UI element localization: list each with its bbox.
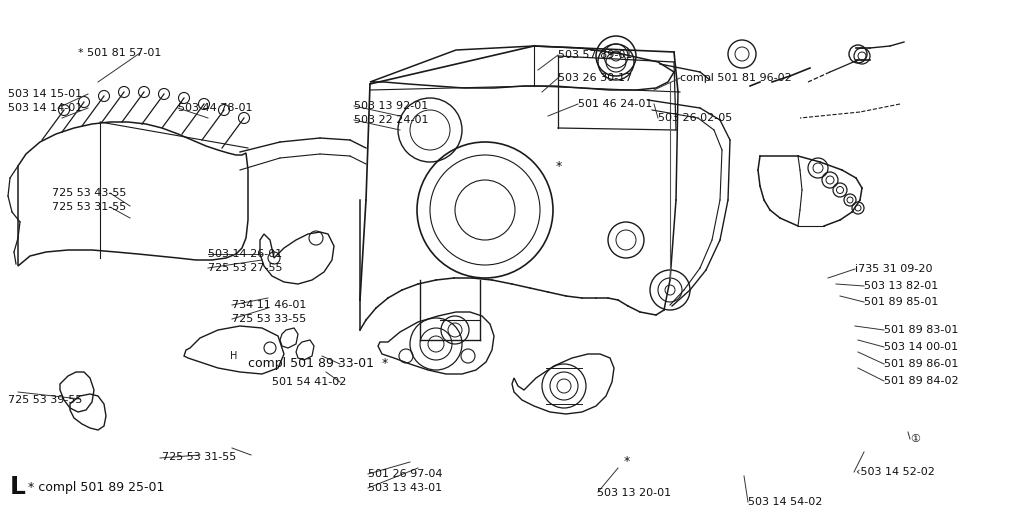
Text: compl 501 81 96-02: compl 501 81 96-02 [680,73,792,83]
Text: 501 46 24-01: 501 46 24-01 [578,99,652,109]
Text: i735 31 09-20: i735 31 09-20 [855,264,933,274]
Text: 503 14 54-02: 503 14 54-02 [748,497,822,507]
Text: * 501 81 57-01: * 501 81 57-01 [78,48,162,58]
Text: 503 22 24-01: 503 22 24-01 [354,115,428,125]
Text: 725 53 31-55: 725 53 31-55 [52,202,126,212]
Text: 503 14 14-01: 503 14 14-01 [8,103,82,113]
Text: 725 53 43-55: 725 53 43-55 [52,188,126,198]
Text: 501 89 83-01: 501 89 83-01 [884,325,958,335]
Text: 501 89 84-02: 501 89 84-02 [884,376,958,386]
Text: *: * [624,455,630,468]
Text: 503 26 30-17: 503 26 30-17 [558,73,632,83]
Text: H: H [230,351,238,361]
Text: 501 26 97-04: 501 26 97-04 [368,469,442,479]
Text: 503 14 15-01: 503 14 15-01 [8,89,82,99]
Text: 503 13 82-01: 503 13 82-01 [864,281,938,291]
Text: 503 13 43-01: 503 13 43-01 [368,483,442,493]
Text: 501 89 85-01: 501 89 85-01 [864,297,938,307]
Text: 725 53 39-55: 725 53 39-55 [8,395,82,405]
Text: 501 54 41-02: 501 54 41-02 [272,377,346,387]
Text: 503 13 20-01: 503 13 20-01 [597,488,671,498]
Text: 503 57 89-01: 503 57 89-01 [558,50,633,60]
Text: 503 14 26-01: 503 14 26-01 [208,249,283,259]
Text: 503 44 78-01: 503 44 78-01 [178,103,253,113]
Text: 734 11 46-01: 734 11 46-01 [232,300,306,310]
Text: 501 89 86-01: 501 89 86-01 [884,359,958,369]
Text: 503 13 92-01: 503 13 92-01 [354,101,428,111]
Text: ‹503 14 52-02: ‹503 14 52-02 [856,467,935,477]
Text: 503 26 02-05: 503 26 02-05 [658,113,732,123]
Text: 725 53 33-55: 725 53 33-55 [232,314,306,324]
Text: L: L [10,475,26,499]
Text: ①: ① [910,434,920,444]
Text: 503 14 00-01: 503 14 00-01 [884,342,958,352]
Text: 725 53 31-55: 725 53 31-55 [162,452,237,462]
Text: 725 53 27-55: 725 53 27-55 [208,263,283,273]
Text: *: * [556,160,562,172]
Text: * compl 501 89 25-01: * compl 501 89 25-01 [28,481,165,494]
Text: compl 501 89 33-01  *: compl 501 89 33-01 * [248,357,388,370]
